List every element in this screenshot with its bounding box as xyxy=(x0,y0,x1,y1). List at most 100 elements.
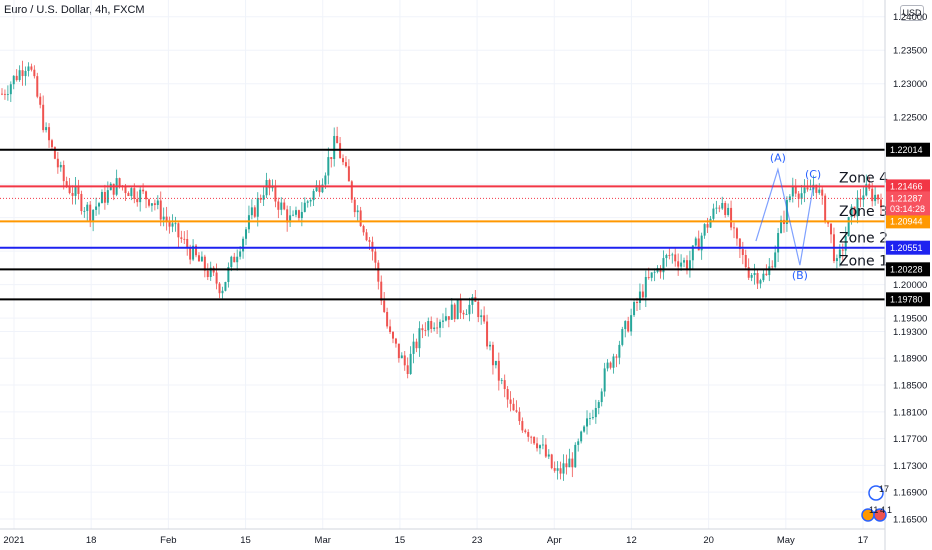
candle-body xyxy=(56,158,59,168)
candle-body xyxy=(880,199,882,208)
level-price-tag xyxy=(886,179,930,194)
candle-body xyxy=(289,215,292,223)
candle-body xyxy=(874,194,877,202)
candle-body xyxy=(744,254,747,268)
candle-body xyxy=(12,75,15,85)
candle-body xyxy=(259,198,262,200)
candle-body xyxy=(292,214,295,216)
candle-body xyxy=(409,353,412,375)
y-tick-label: 1.17300 xyxy=(893,461,927,472)
candle-body xyxy=(324,175,327,185)
event-marker[interactable] xyxy=(873,508,887,522)
candle-body xyxy=(156,200,159,205)
candle-body xyxy=(430,321,433,329)
event-marker[interactable] xyxy=(868,485,884,501)
event-count: 1 xyxy=(887,505,892,515)
candle-body xyxy=(412,341,415,354)
event-count: 11 xyxy=(869,505,878,515)
y-tick-label: 1.23500 xyxy=(893,46,927,57)
candle-body xyxy=(856,197,859,217)
candle-body xyxy=(603,368,606,392)
candle-body xyxy=(59,164,62,168)
candle-body xyxy=(86,204,89,211)
candle-body xyxy=(559,468,562,474)
candle-body xyxy=(624,321,627,330)
candle-body xyxy=(506,389,509,400)
candle-body xyxy=(9,84,12,95)
wave-line xyxy=(755,167,814,266)
candle-body xyxy=(733,227,736,229)
candle-body xyxy=(427,321,430,331)
candle-body xyxy=(821,189,824,196)
x-tick-label: 18 xyxy=(86,535,97,546)
candle-body xyxy=(165,216,168,222)
x-tick-label: 15 xyxy=(395,535,406,546)
candle-body xyxy=(797,193,800,199)
candle-body xyxy=(312,191,315,201)
candle-body xyxy=(48,127,51,141)
candle-body xyxy=(827,222,830,224)
candle-body xyxy=(727,207,730,215)
candle-body xyxy=(183,238,186,240)
level-price-tag xyxy=(886,240,930,255)
wave-path xyxy=(755,167,814,266)
candle-body xyxy=(112,183,115,195)
candle-body xyxy=(730,207,733,228)
chart-title: Euro / U.S. Dollar, 4h, FXCM xyxy=(4,4,145,16)
candle-body xyxy=(738,238,741,250)
candle-body xyxy=(765,273,768,276)
candle-body xyxy=(256,198,259,217)
candle-body xyxy=(553,468,556,471)
current-price-tag xyxy=(886,191,930,216)
candle-body xyxy=(459,299,462,313)
y-tick-label: 1.19300 xyxy=(893,327,927,338)
candle-body xyxy=(386,311,389,327)
y-tick-label: 1.23000 xyxy=(893,79,927,90)
current-price-label: 1.21287 xyxy=(890,193,923,203)
candle-body xyxy=(447,316,450,320)
currency-button[interactable]: USD xyxy=(900,5,924,21)
candle-body xyxy=(577,441,580,445)
y-tick-label: 1.16500 xyxy=(893,514,927,525)
candle-body xyxy=(353,199,356,213)
candle-body xyxy=(315,185,318,192)
candle-body xyxy=(768,266,771,276)
wave-label: (C) xyxy=(805,168,821,181)
candle-body xyxy=(809,189,812,191)
candle-body xyxy=(65,181,68,186)
candle-body xyxy=(74,186,77,196)
candle-body xyxy=(703,224,706,236)
candle-body xyxy=(536,443,539,449)
candle-body xyxy=(859,197,862,200)
candle-body xyxy=(233,256,236,263)
candle-body xyxy=(224,282,227,291)
candle-body xyxy=(377,262,380,282)
candle-body xyxy=(342,158,345,163)
candle-body xyxy=(547,454,550,457)
candle-body xyxy=(571,458,574,468)
candle-body xyxy=(318,185,321,193)
wave-label: (B) xyxy=(792,269,808,282)
candle-body xyxy=(653,271,656,273)
candle-body xyxy=(39,96,42,105)
candle-body xyxy=(497,360,500,381)
candle-body xyxy=(53,147,56,159)
candle-body xyxy=(756,273,759,284)
candle-body xyxy=(562,463,565,474)
candle-body xyxy=(750,274,753,278)
candle-body xyxy=(524,430,527,433)
candle-body xyxy=(127,193,130,197)
candle-body xyxy=(394,338,397,344)
candle-body xyxy=(630,315,633,332)
candle-body xyxy=(556,468,559,471)
candle-body xyxy=(215,272,218,284)
candle-body xyxy=(50,140,53,148)
candle-body xyxy=(1,93,3,95)
x-tick-label: 15 xyxy=(240,535,251,546)
candle-body xyxy=(6,94,9,95)
y-tick-label: 1.18900 xyxy=(893,354,927,365)
candle-body xyxy=(133,188,136,200)
candle-body xyxy=(691,245,694,261)
candle-body xyxy=(18,70,21,81)
